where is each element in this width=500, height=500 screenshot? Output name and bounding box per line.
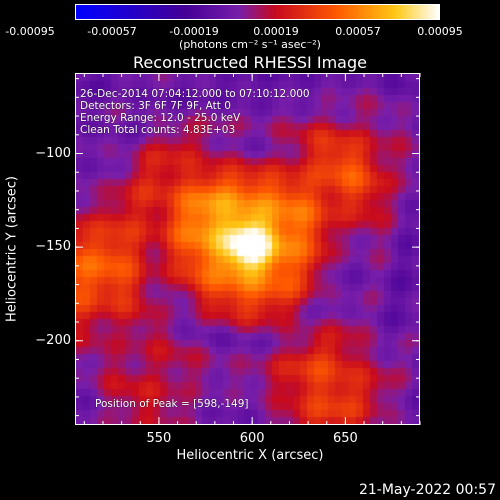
colorbar-tick-label: 0.00057 — [335, 25, 381, 38]
colorbar-tick-label: -0.00057 — [87, 25, 137, 38]
time-range-label: 26-Dec-2014 07:04:12.000 to 07:10:12.000 — [80, 88, 310, 100]
heatmap-image — [76, 74, 419, 424]
colorbar-tick-label: -0.00095 — [5, 25, 55, 38]
chart-title: Reconstructed RHESSI Image — [133, 53, 367, 72]
detectors-label: Detectors: 3F 6F 7F 9F, Att 0 — [80, 100, 231, 112]
y-tick-label: −150 — [35, 239, 71, 255]
y-axis-label: Heliocentric Y (arcsec) — [4, 176, 20, 322]
x-tick-label: 550 — [146, 431, 172, 446]
y-tick-label: −200 — [35, 332, 71, 348]
x-tick-label: 600 — [239, 431, 265, 446]
colorbar-units: (photons cm⁻² s⁻¹ asec⁻²) — [179, 38, 321, 51]
colorbar-tick-label: 0.00019 — [253, 25, 299, 38]
energy-range-label: Energy Range: 12.0 - 25.0 keV — [80, 112, 241, 124]
clean-counts-label: Clean Total counts: 4.83E+03 — [80, 124, 236, 136]
colorbar-tick-label: -0.00019 — [169, 25, 219, 38]
peak-position-label: Position of Peak = [598,-149] — [95, 398, 249, 410]
colorbar — [75, 4, 440, 20]
plot-area — [75, 73, 420, 425]
x-tick-label: 650 — [332, 431, 358, 446]
colorbar-tick-label: 0.00095 — [417, 25, 463, 38]
timestamp: 21-May-2022 00:57 — [358, 482, 496, 498]
y-tick-label: −100 — [35, 145, 71, 161]
x-axis-label: Heliocentric X (arcsec) — [176, 448, 324, 463]
